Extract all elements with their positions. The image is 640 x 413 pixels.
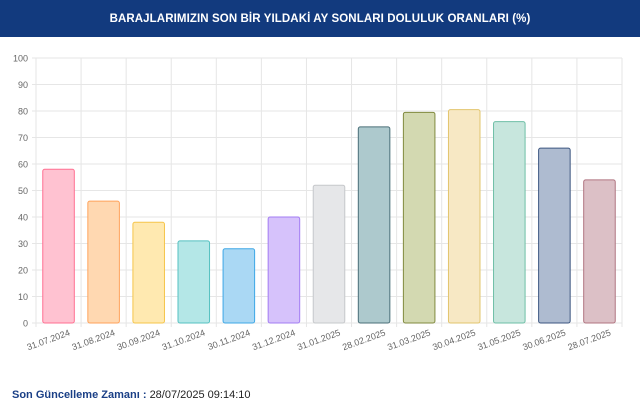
x-tick-label: 31.10.2024 bbox=[161, 327, 207, 352]
last-update-label: Son Güncelleme Zamanı bbox=[12, 389, 140, 401]
x-tick-label: 28.02.2025 bbox=[341, 327, 387, 352]
y-tick-label: 30 bbox=[18, 239, 28, 249]
y-tick-label: 10 bbox=[18, 292, 28, 302]
x-tick-label: 28.07.2025 bbox=[566, 327, 612, 352]
bar-layer bbox=[42, 109, 616, 324]
y-tick-label: 70 bbox=[18, 133, 28, 143]
x-tick-label: 30.04.2025 bbox=[431, 327, 477, 352]
last-update: Son Güncelleme Zamanı : 28/07/2025 09:14… bbox=[12, 389, 251, 401]
x-tick-label: 30.09.2024 bbox=[116, 327, 162, 352]
grid-layer bbox=[32, 57, 623, 327]
last-update-separator: : bbox=[142, 389, 147, 401]
bar[interactable] bbox=[447, 109, 481, 324]
bar[interactable] bbox=[493, 121, 526, 324]
y-tick-label: 100 bbox=[13, 54, 28, 64]
bar[interactable] bbox=[357, 126, 391, 324]
y-tick-label: 60 bbox=[18, 160, 28, 170]
y-tick-label: 80 bbox=[18, 107, 28, 117]
bar[interactable] bbox=[312, 184, 346, 324]
bar[interactable] bbox=[267, 216, 301, 324]
bar[interactable] bbox=[538, 147, 571, 324]
bar[interactable] bbox=[87, 200, 120, 324]
chart-title: BARAJLARIMIZIN SON BİR YILDAKİ AY SONLAR… bbox=[109, 12, 531, 25]
chart-area: 0 10 20 30 40 50 60 70 80 90 100 31.07.2024 31.08.20… bbox=[0, 37, 640, 377]
x-tick-label: 30.11.2024 bbox=[206, 327, 251, 352]
bar[interactable] bbox=[583, 179, 616, 324]
y-tick-label: 40 bbox=[18, 213, 28, 223]
x-tick-label: 30.06.2025 bbox=[521, 327, 567, 352]
x-tick-label: 31.08.2024 bbox=[71, 327, 117, 352]
bar[interactable] bbox=[177, 240, 211, 324]
y-tick-label: 90 bbox=[18, 80, 28, 90]
last-update-value: 28/07/2025 09:14:10 bbox=[149, 389, 251, 401]
bar[interactable] bbox=[222, 248, 256, 324]
bar[interactable] bbox=[132, 221, 165, 324]
bar[interactable] bbox=[42, 168, 75, 324]
y-tick-label: 50 bbox=[18, 186, 28, 196]
chart-header: BARAJLARIMIZIN SON BİR YILDAKİ AY SONLAR… bbox=[0, 0, 640, 37]
bar[interactable] bbox=[402, 111, 436, 324]
x-tick-label: 31.12.2024 bbox=[251, 327, 297, 352]
x-tick-label: 31.05.2025 bbox=[476, 327, 522, 352]
x-tick-label: 31.03.2025 bbox=[386, 327, 432, 352]
x-tick-label: 31.01.2025 bbox=[296, 327, 342, 352]
bar-chart: 0 10 20 30 40 50 60 70 80 90 100 31.07.2024 31.08.20… bbox=[13, 54, 623, 352]
x-tick-label: 31.07.2024 bbox=[25, 327, 71, 352]
y-tick-label: 0 bbox=[23, 319, 28, 329]
y-tick-label: 20 bbox=[18, 266, 28, 276]
